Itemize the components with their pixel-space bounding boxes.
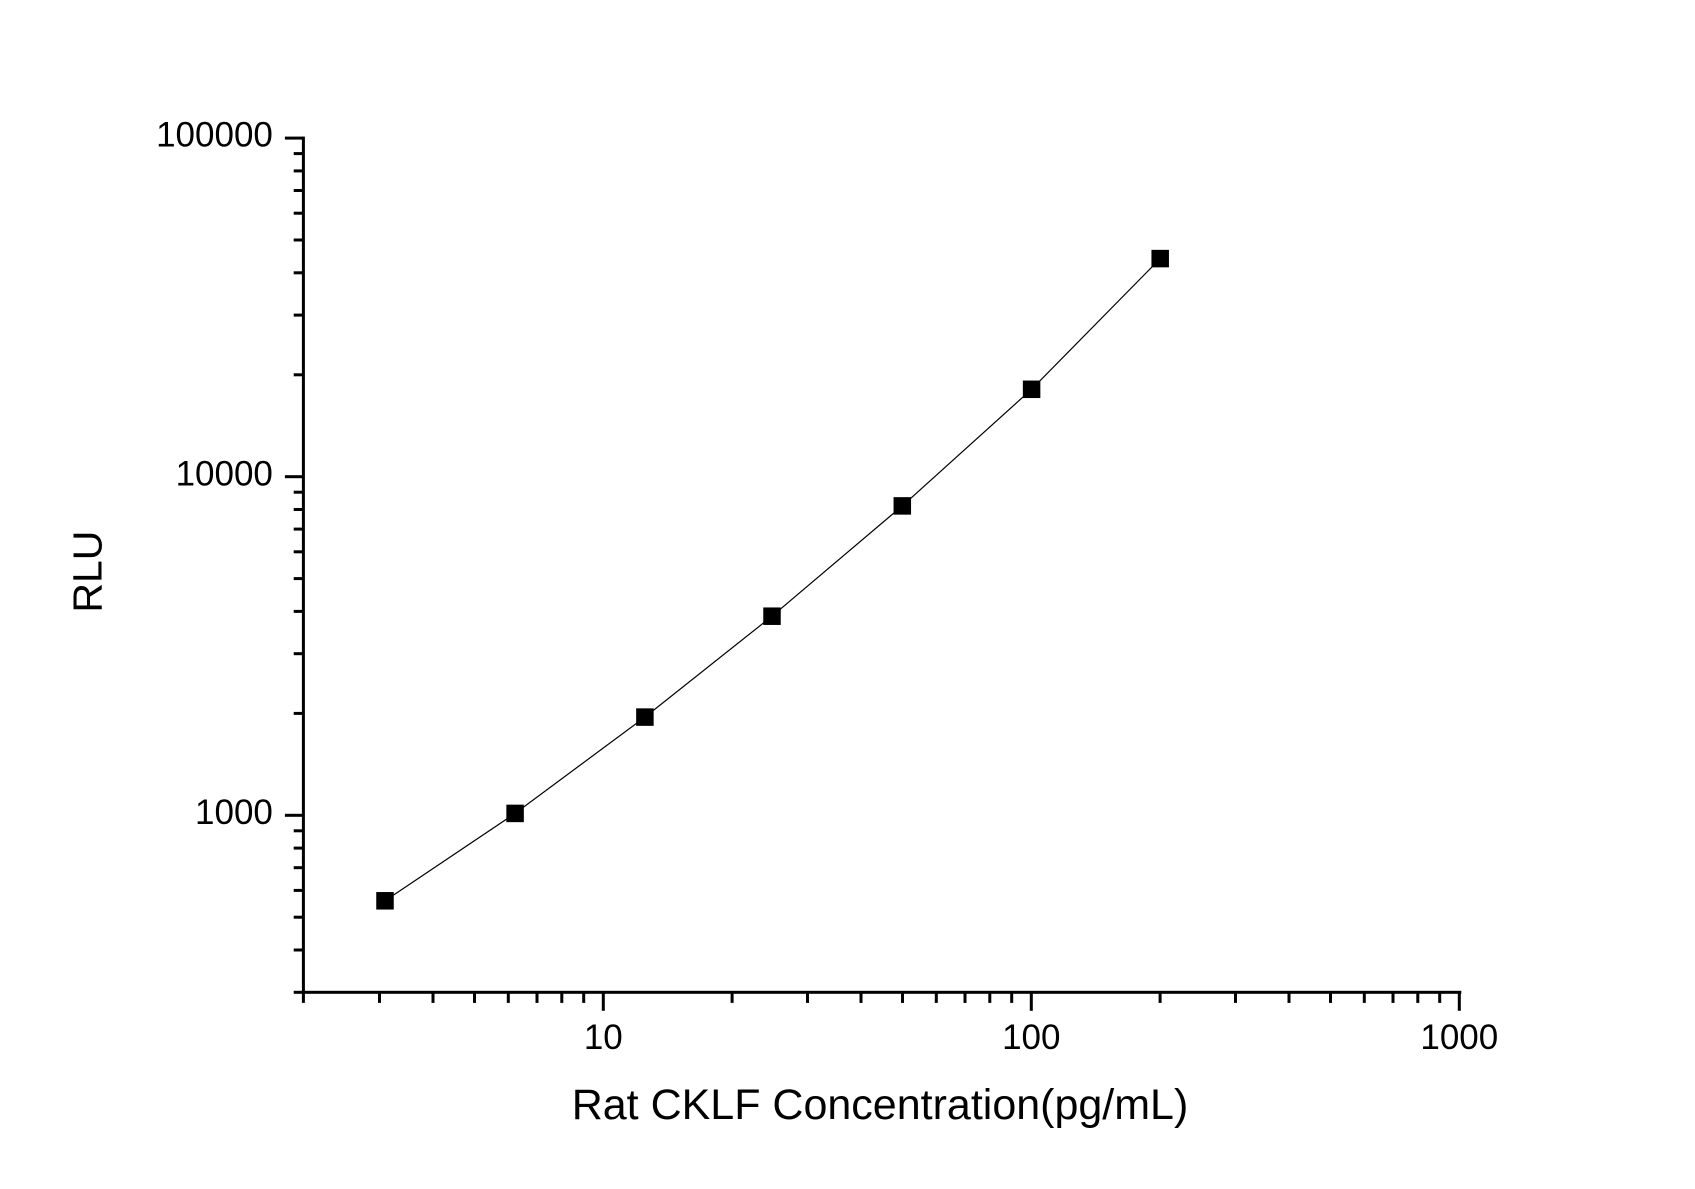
svg-text:1000: 1000 [195,793,273,832]
svg-text:Rat CKLF Concentration(pg/mL): Rat CKLF Concentration(pg/mL) [572,1081,1189,1129]
svg-text:100000: 100000 [156,116,273,155]
svg-text:10000: 10000 [176,454,273,493]
svg-text:RLU: RLU [64,531,110,613]
svg-text:100: 100 [1002,1018,1060,1057]
svg-text:1000: 1000 [1420,1018,1498,1057]
svg-text:10: 10 [584,1018,623,1057]
